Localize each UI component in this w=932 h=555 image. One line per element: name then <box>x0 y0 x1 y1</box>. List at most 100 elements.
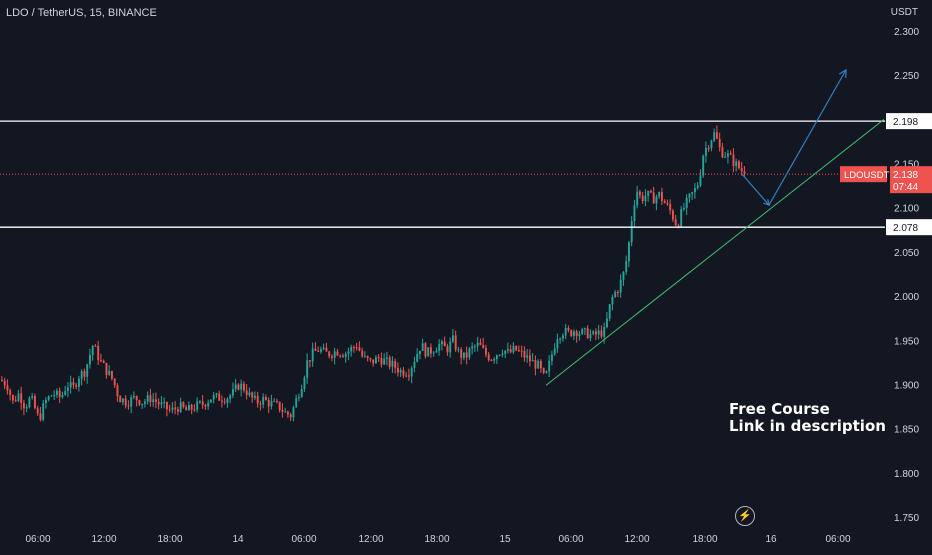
trendline[interactable] <box>545 118 885 386</box>
candle <box>394 361 397 368</box>
candle <box>89 355 91 365</box>
candle <box>339 355 342 357</box>
candle <box>699 175 702 186</box>
candle <box>171 407 174 410</box>
candle <box>702 155 705 176</box>
candle <box>347 351 350 354</box>
candle <box>317 350 320 352</box>
candle <box>226 398 229 403</box>
candle <box>127 405 130 407</box>
candle <box>454 335 457 350</box>
candle <box>58 390 61 398</box>
candle <box>124 398 127 406</box>
candle <box>628 242 630 262</box>
countdown-label: 07:44 <box>893 182 918 193</box>
candle <box>575 331 578 336</box>
candle <box>716 132 718 139</box>
candle <box>375 357 377 364</box>
y-tick-label: 1.950 <box>894 336 919 347</box>
candle <box>353 347 355 349</box>
candle <box>281 410 284 412</box>
candle <box>498 354 501 356</box>
projection-arrow[interactable] <box>741 69 847 207</box>
candle <box>743 171 746 175</box>
candle <box>630 220 633 243</box>
candle <box>399 370 402 373</box>
x-tick-label: 14 <box>232 534 244 545</box>
candle <box>496 355 498 360</box>
candle <box>56 390 58 395</box>
candle <box>647 190 650 196</box>
candle <box>193 409 196 411</box>
candle <box>342 355 344 357</box>
level-label: 2.198 <box>893 117 918 128</box>
candle <box>542 368 545 373</box>
candle <box>102 360 105 363</box>
candle <box>212 395 215 400</box>
candle <box>28 398 31 408</box>
candle <box>705 147 707 156</box>
candle <box>152 399 155 403</box>
candle <box>633 205 636 221</box>
price-badge <box>890 166 932 194</box>
lightning-icon[interactable]: ⚡ <box>735 506 755 526</box>
candle <box>196 401 199 410</box>
y-tick-label: 2.250 <box>894 71 919 82</box>
y-tick-label: 2.050 <box>894 248 919 259</box>
candle <box>564 327 567 336</box>
candle <box>166 402 168 410</box>
candle <box>559 338 562 340</box>
candle <box>600 330 603 337</box>
candle <box>421 343 424 351</box>
candle <box>669 204 672 211</box>
candle <box>366 356 369 359</box>
candle <box>578 333 581 336</box>
candle <box>606 318 608 328</box>
candle <box>507 349 509 351</box>
y-tick-label: 1.850 <box>894 425 919 436</box>
candle <box>463 352 465 358</box>
level-label-box <box>886 219 932 236</box>
candle <box>650 190 652 193</box>
candle <box>50 395 53 397</box>
candle <box>369 358 372 360</box>
candle <box>168 409 171 411</box>
candle <box>694 188 696 193</box>
candle <box>468 348 471 358</box>
candle <box>223 401 226 403</box>
candle <box>119 396 122 403</box>
note-line-1: Free Course <box>729 400 830 418</box>
candle <box>408 375 410 377</box>
candle <box>707 147 710 149</box>
candle <box>567 327 570 331</box>
candle <box>108 371 111 375</box>
candle <box>391 361 394 367</box>
candle <box>388 357 391 367</box>
level-label: 2.078 <box>893 223 918 234</box>
candle <box>177 409 179 412</box>
candle <box>287 411 289 415</box>
candle <box>460 349 463 358</box>
candle <box>174 407 177 410</box>
candle <box>322 347 325 350</box>
candle <box>443 341 446 347</box>
x-tick-label: 16 <box>765 534 777 545</box>
candle <box>377 357 380 359</box>
candle <box>289 414 292 418</box>
candle <box>509 349 512 353</box>
candle <box>534 359 537 369</box>
candle <box>17 393 20 401</box>
candle <box>355 347 358 349</box>
candle <box>672 210 674 220</box>
candle <box>163 402 166 404</box>
candle <box>518 350 520 352</box>
candle <box>540 361 542 369</box>
level-label-box <box>886 113 932 130</box>
candle <box>314 348 317 351</box>
candle <box>655 196 658 204</box>
candle <box>309 360 311 362</box>
y-tick-label: 1.900 <box>894 380 919 391</box>
candle <box>113 378 116 386</box>
